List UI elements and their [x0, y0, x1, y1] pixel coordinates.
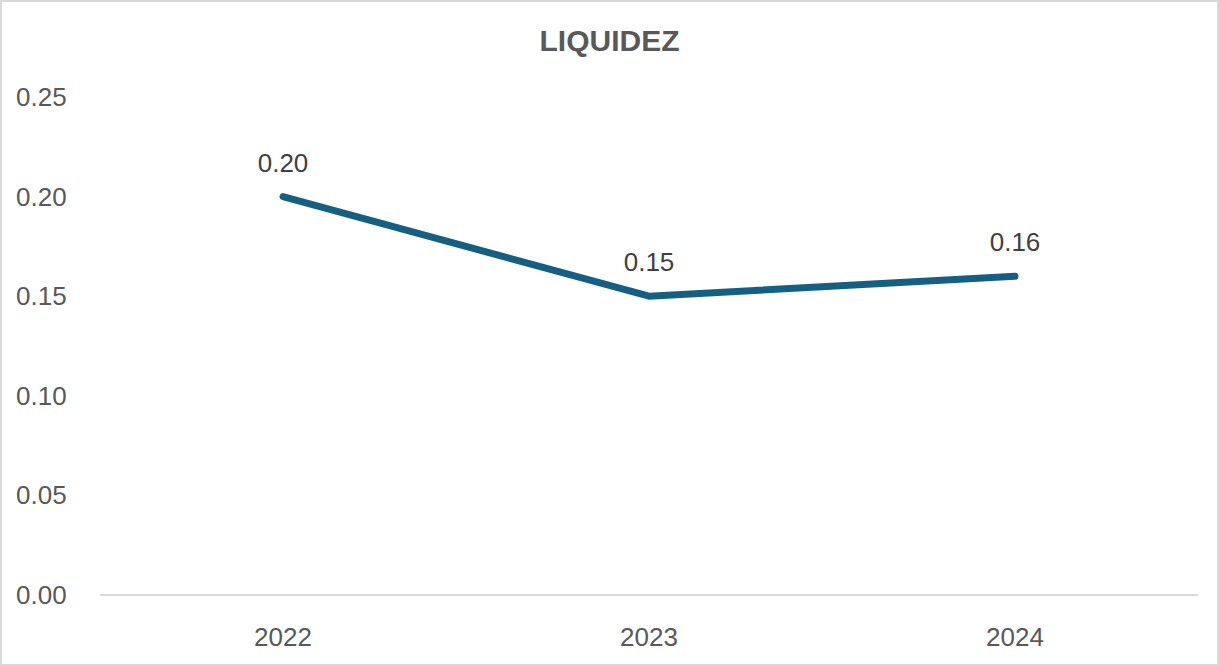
y-axis-tick-label: 0.00 — [16, 580, 67, 611]
x-axis-category-label: 2022 — [254, 622, 312, 653]
data-point-label: 0.15 — [624, 247, 675, 278]
x-axis-category-label: 2024 — [986, 622, 1044, 653]
y-axis-tick-label: 0.10 — [16, 380, 67, 411]
y-axis-tick-label: 0.15 — [16, 281, 67, 312]
data-point-label: 0.16 — [990, 227, 1041, 258]
data-point-label: 0.20 — [258, 147, 309, 178]
plot-area — [2, 2, 1219, 666]
y-axis-tick-label: 0.05 — [16, 480, 67, 511]
y-axis-tick-label: 0.25 — [16, 82, 67, 113]
y-axis-tick-label: 0.20 — [16, 181, 67, 212]
x-axis-category-label: 2023 — [620, 622, 678, 653]
chart-frame: LIQUIDEZ 0.000.050.100.150.200.252022202… — [0, 0, 1219, 666]
